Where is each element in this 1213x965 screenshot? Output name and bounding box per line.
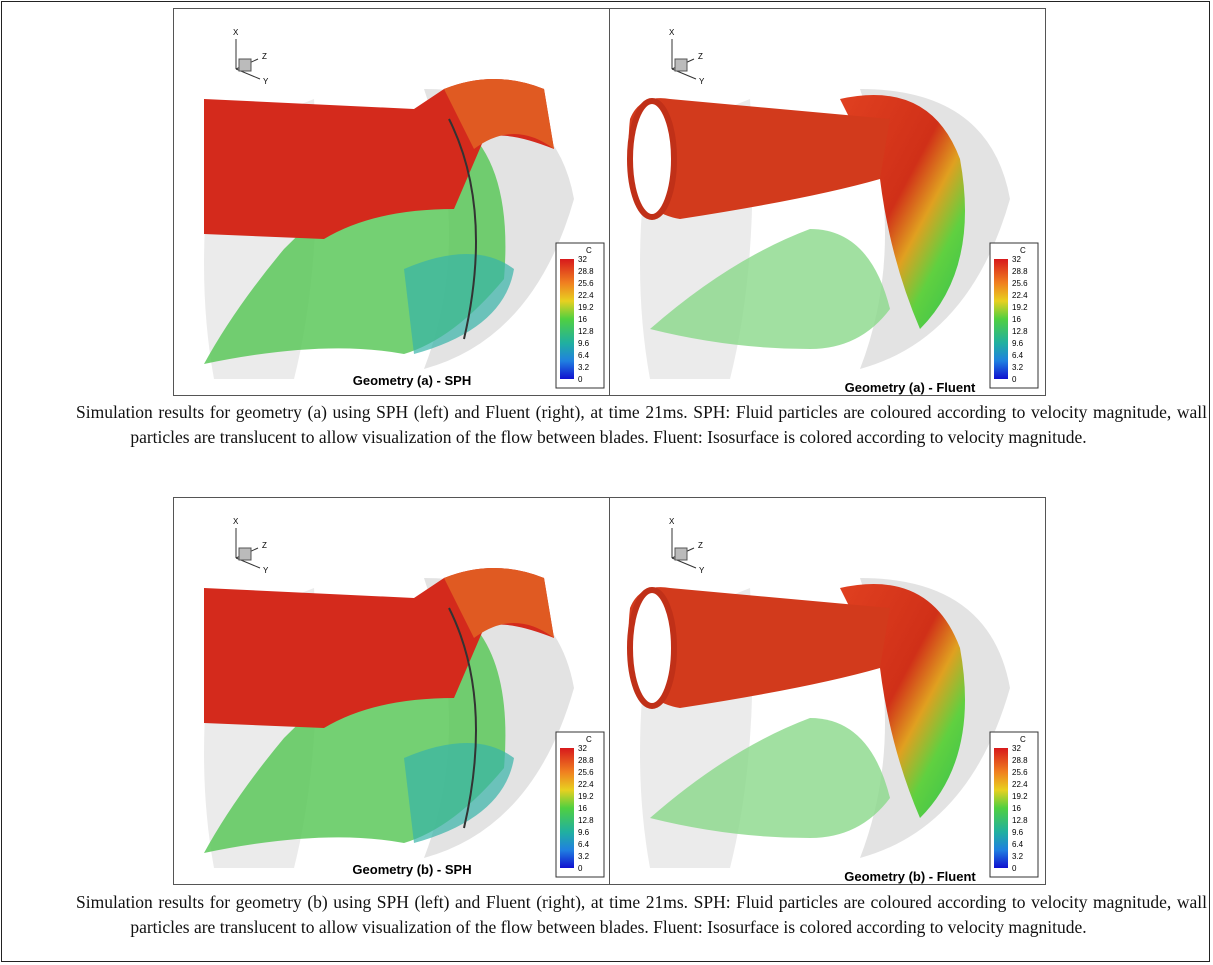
colorbar-tick-label: 0 bbox=[578, 375, 583, 384]
axis-label: Z bbox=[698, 541, 703, 550]
axis-cube bbox=[239, 59, 251, 71]
colorbar-tick-label: 3.2 bbox=[1012, 852, 1024, 861]
colorbar-tick-label: 12.8 bbox=[1012, 327, 1028, 336]
axis-label: Z bbox=[262, 52, 267, 61]
axis-label: Z bbox=[698, 52, 703, 61]
colorbar-tick-label: 25.6 bbox=[578, 279, 594, 288]
colorbar-tick-label: 32 bbox=[578, 744, 587, 753]
colorbar-title: C bbox=[1020, 246, 1026, 255]
colorbar-tick-label: 22.4 bbox=[578, 291, 594, 300]
axis-cube bbox=[239, 548, 251, 560]
colorbar-tick-label: 3.2 bbox=[578, 852, 590, 861]
colorbar-tick-label: 6.4 bbox=[578, 840, 590, 849]
colorbar-tick-label: 12.8 bbox=[578, 816, 594, 825]
colorbar-tick-label: 19.2 bbox=[578, 303, 594, 312]
colorbar bbox=[560, 259, 574, 379]
colorbar-tick-label: 22.4 bbox=[1012, 780, 1028, 789]
axis-triad: X Z Y bbox=[233, 517, 269, 575]
colorbar-tick-label: 12.8 bbox=[578, 327, 594, 336]
colorbar bbox=[994, 259, 1008, 379]
axis-triad: X Z Y bbox=[669, 28, 705, 86]
figure-caption: Simulation results for geometry (b) usin… bbox=[10, 890, 1207, 940]
colorbar-tick-label: 16 bbox=[1012, 315, 1021, 324]
simulation-image: X Z Y C32 28.8 25.6 22.4 19.2 16 12.8 9.6 6.4 3.2 0 Ge… bbox=[610, 498, 1047, 886]
colorbar-tick-label: 22.4 bbox=[578, 780, 594, 789]
isosurface-opening bbox=[630, 590, 674, 706]
colorbar-tick-label: 25.6 bbox=[1012, 279, 1028, 288]
colorbar-tick-label: 0 bbox=[1012, 864, 1017, 873]
axis-cube bbox=[675, 548, 687, 560]
colorbar-tick-label: 32 bbox=[1012, 744, 1021, 753]
colorbar bbox=[994, 748, 1008, 868]
colorbar-title: C bbox=[586, 735, 592, 744]
axis-triad: X Z Y bbox=[669, 517, 705, 575]
colorbar-tick-label: 32 bbox=[578, 255, 587, 264]
colorbar bbox=[560, 748, 574, 868]
simulation-image: X Z Y C32 28.8 25.6 22.4 19.2 16 12.8 9.6 6.4 3.2 0 Ge… bbox=[610, 9, 1047, 397]
colorbar-tick-label: 22.4 bbox=[1012, 291, 1028, 300]
colorbar-title: C bbox=[586, 246, 592, 255]
colorbar-tick-label: 32 bbox=[1012, 255, 1021, 264]
axis-triad: X Z Y bbox=[233, 28, 269, 86]
simulation-image: X Z Y C32 28.8 25.6 22.4 19.2 16 12.8 9.6 6.4 3.2 0 Ge… bbox=[174, 9, 611, 397]
colorbar-tick-label: 9.6 bbox=[578, 828, 590, 837]
colorbar-tick-label: 19.2 bbox=[1012, 792, 1028, 801]
colorbar-tick-label: 6.4 bbox=[1012, 840, 1024, 849]
colorbar-tick-label: 9.6 bbox=[1012, 339, 1024, 348]
colorbar-title: C bbox=[1020, 735, 1026, 744]
figure-caption: Simulation results for geometry (a) usin… bbox=[10, 400, 1207, 450]
colorbar-tick-label: 28.8 bbox=[578, 756, 594, 765]
colorbar-tick-label: 3.2 bbox=[1012, 363, 1024, 372]
colorbar-tick-label: 0 bbox=[578, 864, 583, 873]
simulation-image: X Z Y C32 28.8 25.6 22.4 19.2 16 12.8 9.6 6.4 3.2 0 Ge… bbox=[174, 498, 611, 886]
colorbar-tick-label: 9.6 bbox=[578, 339, 590, 348]
colorbar-tick-label: 6.4 bbox=[578, 351, 590, 360]
axis-label: X bbox=[233, 28, 239, 37]
colorbar-tick-label: 25.6 bbox=[1012, 768, 1028, 777]
colorbar-tick-label: 28.8 bbox=[1012, 267, 1028, 276]
colorbar-tick-label: 6.4 bbox=[1012, 351, 1024, 360]
panel-title: Geometry (a) - SPH bbox=[353, 373, 471, 388]
axis-cube bbox=[675, 59, 687, 71]
axis-label: Y bbox=[699, 77, 705, 86]
axis-label: X bbox=[669, 517, 675, 526]
colorbar-tick-label: 19.2 bbox=[1012, 303, 1028, 312]
colorbar-tick-label: 0 bbox=[1012, 375, 1017, 384]
axis-label: X bbox=[669, 28, 675, 37]
axis-label: Y bbox=[263, 566, 269, 575]
colorbar-tick-label: 25.6 bbox=[578, 768, 594, 777]
colorbar-tick-label: 16 bbox=[578, 804, 587, 813]
colorbar-tick-label: 3.2 bbox=[578, 363, 590, 372]
colorbar-tick-label: 12.8 bbox=[1012, 816, 1028, 825]
axis-label: Y bbox=[699, 566, 705, 575]
axis-label: Z bbox=[262, 541, 267, 550]
colorbar-tick-label: 28.8 bbox=[578, 267, 594, 276]
colorbar-tick-label: 16 bbox=[1012, 804, 1021, 813]
colorbar-tick-label: 19.2 bbox=[578, 792, 594, 801]
colorbar-tick-label: 28.8 bbox=[1012, 756, 1028, 765]
panel-title: Geometry (b) - Fluent bbox=[844, 869, 976, 884]
panel-title: Geometry (b) - SPH bbox=[352, 862, 471, 877]
colorbar-tick-label: 9.6 bbox=[1012, 828, 1024, 837]
isosurface-opening bbox=[630, 101, 674, 217]
panel-title: Geometry (a) - Fluent bbox=[845, 380, 976, 395]
page-frame: XZYC3228.825.622.419.21612.89.66.43.20Ge… bbox=[1, 1, 1210, 962]
colorbar-tick-label: 16 bbox=[578, 315, 587, 324]
axis-label: Y bbox=[263, 77, 269, 86]
axis-label: X bbox=[233, 517, 239, 526]
